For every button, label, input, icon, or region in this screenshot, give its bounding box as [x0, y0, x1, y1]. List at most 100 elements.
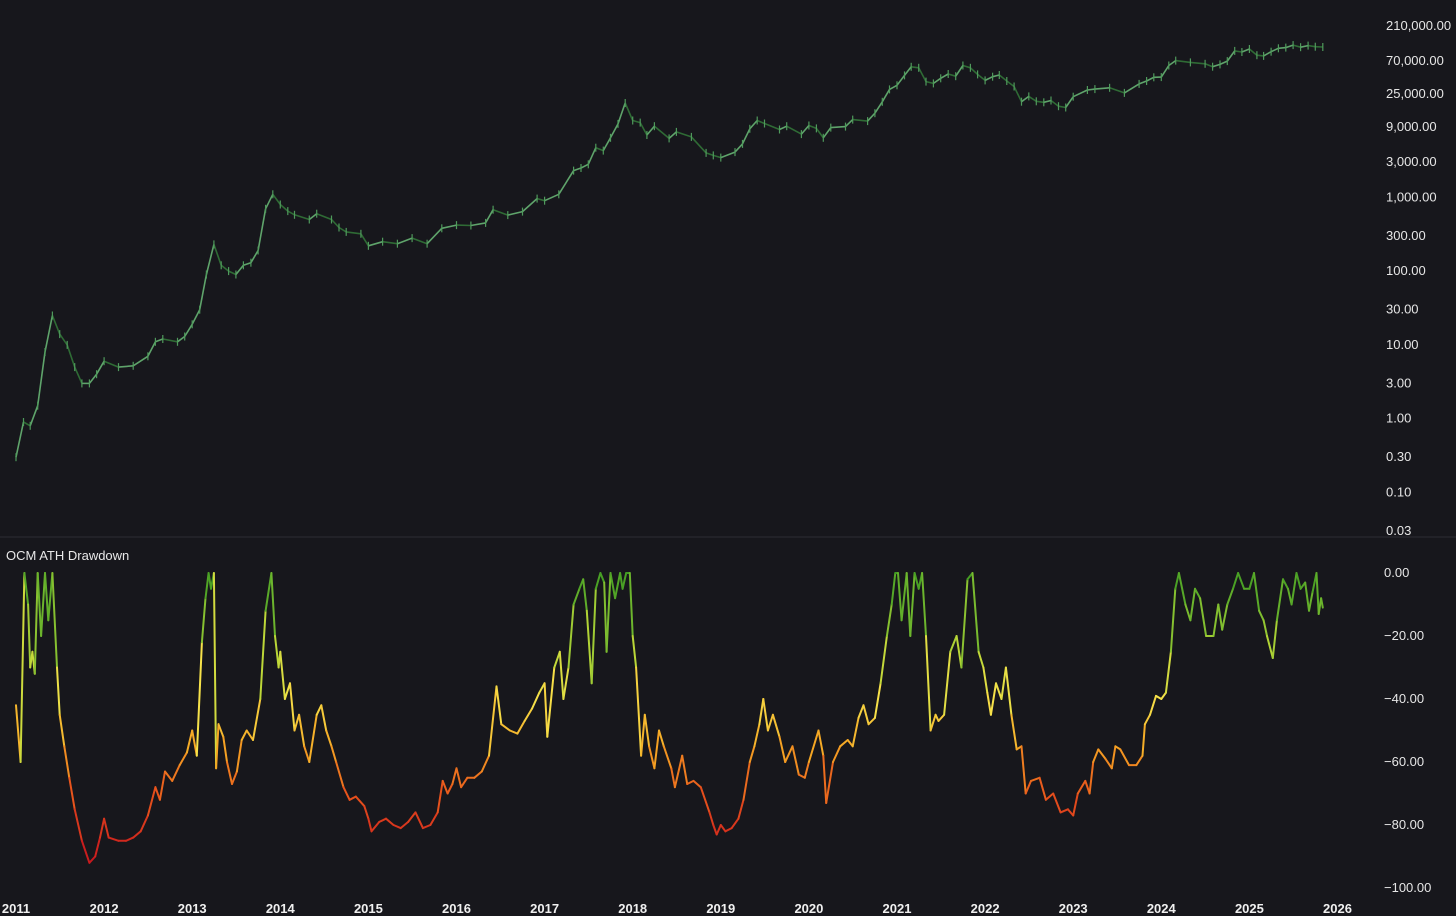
drawdown-segment — [36, 572, 43, 637]
price-segment — [1058, 105, 1066, 109]
price-segment — [646, 125, 656, 136]
drawdown-segment — [171, 764, 181, 782]
drawdown-segment — [178, 751, 188, 767]
price-segment — [220, 264, 230, 272]
price-segment — [1138, 80, 1147, 85]
drawdown-segment — [185, 729, 194, 754]
price-segment — [1307, 44, 1316, 48]
drawdown-y-tick-label: 0.00 — [1384, 565, 1409, 580]
price-segment — [441, 224, 457, 230]
price-segment — [316, 212, 332, 221]
drawdown-segment — [303, 745, 311, 763]
drawdown-segment — [1308, 590, 1314, 612]
x-tick-label: 2016 — [442, 901, 471, 916]
drawdown-segment — [1088, 761, 1095, 795]
drawdown-segment — [399, 820, 410, 830]
drawdown-segment — [231, 770, 238, 785]
x-tick-label: 2023 — [1059, 901, 1088, 916]
price-segment — [1094, 87, 1110, 90]
price-segment — [287, 210, 295, 216]
price-segment — [411, 237, 428, 245]
price-segment — [1300, 44, 1309, 48]
drawdown-segment — [212, 572, 218, 770]
drawdown-segment — [335, 761, 345, 789]
price-segment — [73, 366, 83, 384]
price-segment — [198, 274, 208, 310]
drawdown-segment — [879, 635, 888, 685]
price-y-tick-label: 1.00 — [1386, 411, 1411, 426]
price-segment — [1278, 46, 1286, 50]
price-segment — [874, 101, 883, 114]
price-segment — [822, 127, 832, 139]
drawdown-segment — [508, 729, 519, 735]
drawdown-segment — [164, 770, 174, 782]
price-y-tick-label: 10.00 — [1386, 337, 1419, 352]
price-segment — [147, 341, 157, 357]
x-tick-label: 2014 — [266, 901, 296, 916]
price-y-tick-label: 1,000.00 — [1386, 189, 1437, 204]
drawdown-segment — [699, 786, 711, 814]
price-segment — [264, 193, 274, 210]
price-segment — [338, 226, 347, 233]
drawdown-segment — [33, 572, 39, 675]
price-segment — [382, 240, 398, 245]
drawdown-segment — [1282, 578, 1289, 590]
price-segment — [1190, 61, 1206, 65]
price-segment — [749, 119, 758, 130]
price-segment — [925, 80, 934, 85]
drawdown-segment — [451, 767, 458, 785]
drawdown-segment — [971, 572, 980, 653]
drawdown-segment — [222, 735, 228, 763]
price-segment — [36, 351, 46, 406]
drawdown-segment — [913, 572, 920, 590]
price-segment — [544, 193, 560, 202]
drawdown-segment — [839, 739, 849, 748]
price-segment — [602, 137, 612, 151]
price-segment — [734, 143, 744, 153]
drawdown-segment — [1164, 650, 1172, 694]
drawdown-segment — [1119, 748, 1130, 767]
drawdown-segment — [825, 761, 834, 804]
drawdown-segment — [1024, 779, 1032, 795]
x-tick-label: 2025 — [1235, 901, 1264, 916]
drawdown-segment — [1110, 745, 1117, 770]
drawdown-segment — [217, 723, 225, 738]
drawdown-segment — [712, 824, 718, 836]
price-segment — [917, 67, 927, 82]
drawdown-segment — [867, 716, 876, 726]
drawdown-segment — [1004, 666, 1013, 716]
price-segment — [896, 74, 906, 86]
price-segment — [360, 233, 370, 247]
drawdown-segment — [158, 770, 166, 801]
drawdown-segment — [363, 805, 370, 820]
drawdown-segment — [215, 723, 220, 770]
drawdown-segment — [955, 635, 963, 669]
price-segment — [88, 373, 98, 384]
price-segment — [690, 136, 707, 154]
drawdown-segment — [1076, 779, 1087, 795]
drawdown-segment — [1160, 691, 1167, 700]
drawdown-segment — [68, 776, 76, 811]
drawdown-segment — [1295, 572, 1302, 590]
drawdown-segment — [1141, 723, 1146, 757]
drawdown-segment — [392, 824, 402, 830]
drawdown-segment — [921, 572, 927, 637]
price-segment — [1263, 51, 1272, 57]
drawdown-segment — [88, 855, 97, 864]
drawdown-segment — [949, 635, 958, 653]
price-segment — [66, 344, 76, 368]
drawdown-segment — [909, 572, 916, 637]
price-y-tick-label: 25,000.00 — [1386, 86, 1444, 101]
drawdown-segment — [1044, 792, 1055, 801]
price-segment — [1219, 60, 1228, 66]
drawdown-segment — [1248, 572, 1255, 590]
drawdown-segment — [293, 713, 301, 732]
price-segment — [470, 222, 486, 227]
drawdown-segment — [480, 754, 490, 773]
drawdown-segment — [934, 713, 940, 722]
drawdown-segment — [103, 817, 110, 839]
price-segment — [1021, 95, 1030, 103]
drawdown-segment — [1030, 776, 1041, 782]
x-tick-label: 2024 — [1147, 901, 1177, 916]
drawdown-segment — [414, 811, 424, 830]
